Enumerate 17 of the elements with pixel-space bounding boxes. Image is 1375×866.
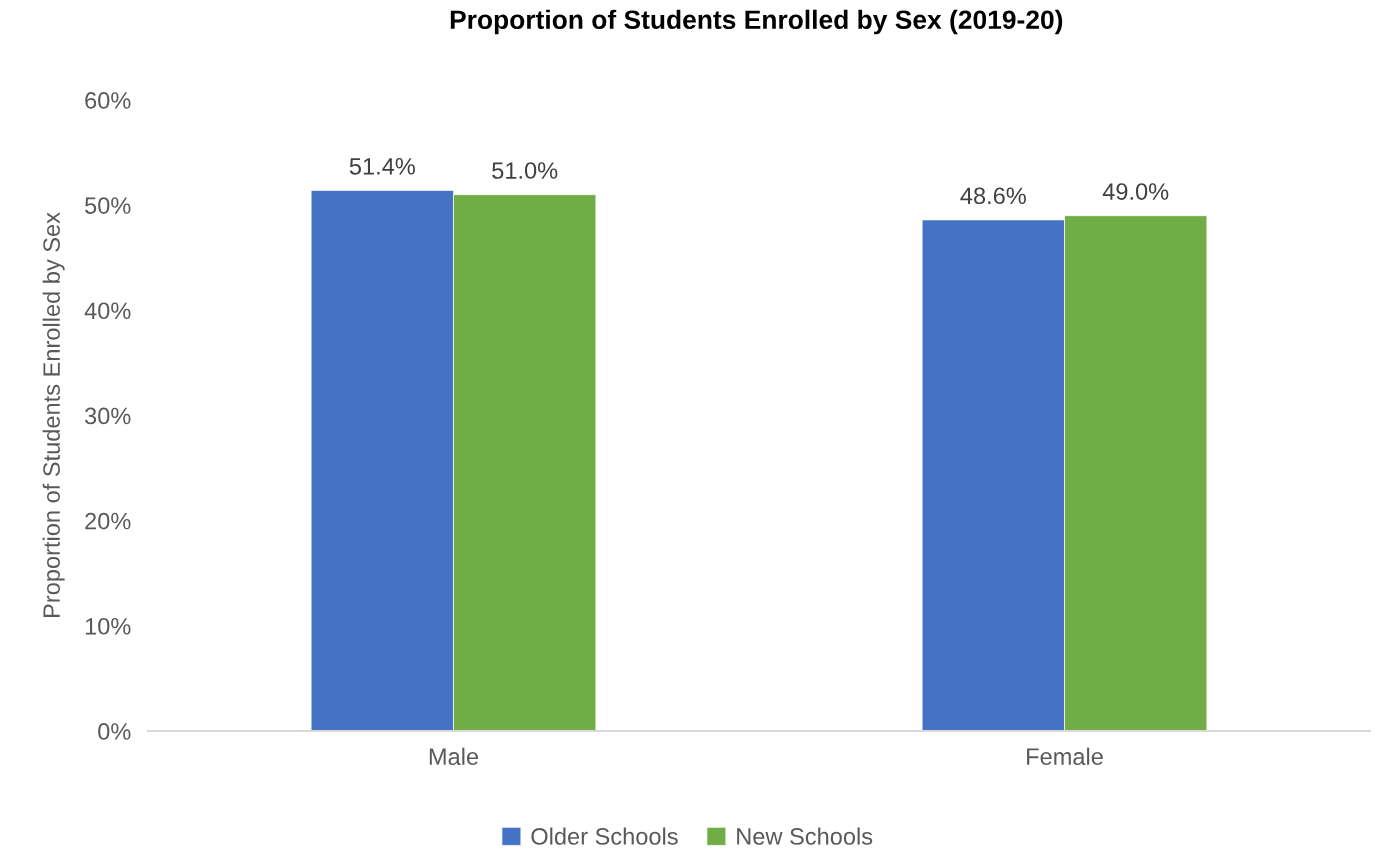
y-tick-label: 30% [84, 407, 131, 425]
legend-label: New Schools [737, 827, 873, 845]
y-tick-label: 50% [85, 197, 131, 214]
y-tick-label: 10% [85, 617, 131, 635]
x-tick-label: Female [1027, 747, 1103, 766]
data-label: 51.0% [492, 162, 558, 179]
y-tick-label: 60% [85, 92, 131, 109]
data-label: 48.6% [960, 187, 1026, 205]
data-label: 51.4% [349, 158, 415, 175]
y-tick-label: 0% [98, 723, 131, 740]
chart-title: Proportion of Students Enrolled by Sex (2019-20) [450, 9, 1063, 35]
data-label: 49.0% [1102, 183, 1169, 200]
y-tick-label: 20% [85, 512, 131, 530]
y-axis-title: Proportion of Students Enrolled by Sex [42, 212, 65, 617]
legend-label: Older Schools [531, 827, 678, 845]
x-tick-label: Male [429, 747, 479, 766]
y-tick-label: 40% [84, 302, 131, 320]
